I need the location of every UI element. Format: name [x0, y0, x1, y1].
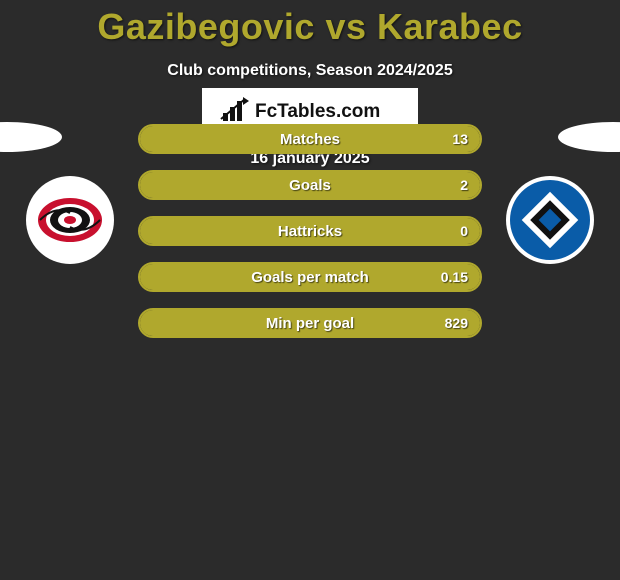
vs-text: vs: [315, 6, 377, 47]
team-logo-right: [506, 176, 594, 264]
stat-value: 13: [452, 131, 468, 147]
stat-value: 2: [460, 177, 468, 193]
stat-label: Matches: [280, 131, 340, 148]
fctables-logo-icon: FcTables.com: [215, 95, 405, 125]
stat-row: Goals 2: [138, 170, 482, 200]
player1-name: Gazibegovic: [97, 6, 315, 47]
diamond-badge-icon: [506, 176, 594, 264]
svg-text:FcTables.com: FcTables.com: [255, 101, 380, 122]
stat-value: 0: [460, 223, 468, 239]
decor-ellipse-left: [0, 122, 62, 152]
stat-row: Min per goal 829: [138, 308, 482, 338]
team-logo-left: [26, 176, 114, 264]
stat-label: Goals per match: [251, 269, 369, 286]
stat-row: Hattricks 0: [138, 216, 482, 246]
stat-row: Matches 13: [138, 124, 482, 154]
stat-label: Hattricks: [278, 223, 342, 240]
player2-name: Karabec: [377, 6, 523, 47]
stat-value: 0.15: [441, 269, 468, 285]
stat-label: Min per goal: [266, 315, 354, 332]
hurricane-icon: [35, 185, 105, 255]
decor-ellipse-right: [558, 122, 620, 152]
stats-panel: Matches 13 Goals 2 Hattricks 0 Goals per match…: [138, 124, 482, 354]
stat-label: Goals: [289, 177, 331, 194]
page-title: Gazibegovic vs Karabec: [0, 0, 620, 48]
stat-value: 829: [445, 315, 468, 331]
stat-row: Goals per match 0.15: [138, 262, 482, 292]
subtitle: Club competitions, Season 2024/2025: [0, 62, 620, 80]
